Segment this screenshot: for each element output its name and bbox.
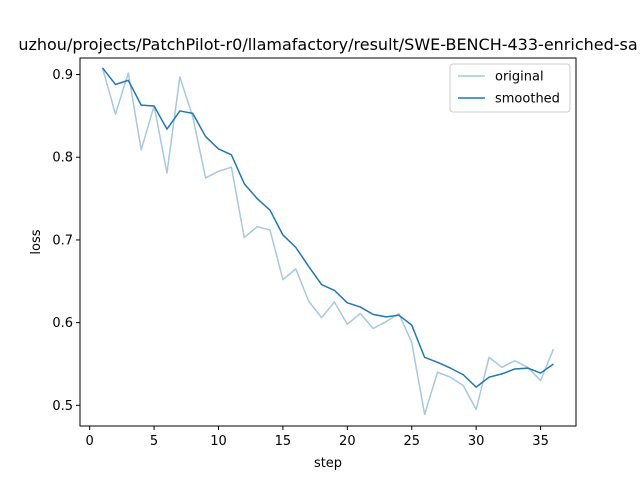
x-tick-label: 25 xyxy=(403,434,420,449)
x-tick-label: 0 xyxy=(86,434,94,449)
x-tick-label: 20 xyxy=(339,434,356,449)
y-tick-label: 0.5 xyxy=(52,399,73,414)
x-tick-label: 10 xyxy=(210,434,227,449)
y-tick-label: 0.9 xyxy=(52,68,73,83)
chart-title: uzhou/projects/PatchPilot-r0/llamafactor… xyxy=(18,35,637,54)
y-tick-label: 0.8 xyxy=(52,151,73,166)
series-line-original xyxy=(101,67,555,416)
y-axis-label: loss xyxy=(29,229,44,254)
x-tick-label: 5 xyxy=(150,434,158,449)
x-tick-label: 30 xyxy=(468,434,485,449)
legend-label-smoothed: smoothed xyxy=(495,92,560,107)
plot-lines xyxy=(101,67,555,416)
legend-label-original: original xyxy=(495,70,544,85)
legend: original smoothed xyxy=(449,63,571,113)
series-line-smoothed xyxy=(101,67,554,388)
x-tick-label: 35 xyxy=(532,434,549,449)
x-axis-ticks: 0 5 10 15 20 25 30 35 xyxy=(86,426,549,449)
y-tick-label: 0.7 xyxy=(52,233,73,248)
y-axis-ticks: 0.5 0.6 0.7 0.8 0.9 xyxy=(52,68,80,414)
x-tick-label: 15 xyxy=(275,434,292,449)
y-tick-label: 0.6 xyxy=(52,316,73,331)
plot-frame xyxy=(79,57,577,427)
x-axis-label: step xyxy=(314,456,342,471)
